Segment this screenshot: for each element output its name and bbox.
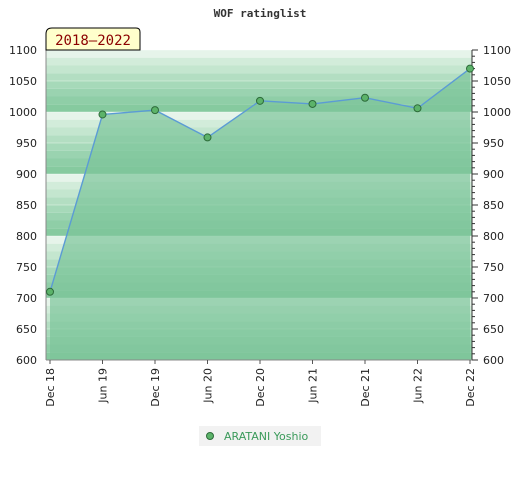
x-tick-label: Jun 20: [202, 368, 215, 404]
background-band: [46, 65, 472, 74]
y-tick-label-left: 1100: [9, 44, 37, 57]
background-band: [46, 57, 472, 66]
axes: 600 600 650 650 700 700 750 750 800 800 850 850 900 9…: [9, 44, 511, 407]
data-point: [308, 99, 317, 108]
y-tick-label-left: 900: [16, 168, 37, 181]
background-band: [46, 88, 472, 97]
legend-marker: [206, 432, 214, 440]
y-tick-label-right: 1050: [483, 75, 511, 88]
legend-background: [199, 426, 321, 446]
period-label-background: [45, 27, 141, 51]
x-tick-label: Jun 22: [412, 368, 425, 404]
data-point: [256, 96, 264, 105]
y-tick-label-right: 650: [483, 323, 504, 336]
y-tick-label-left: 950: [16, 137, 37, 150]
y-tick-label-left: 850: [16, 199, 37, 212]
y-tick-label-right: 1100: [483, 44, 511, 57]
y-tick-label-right: 950: [483, 137, 504, 150]
y-tick-label-right: 600: [483, 354, 504, 367]
background-band: [46, 50, 472, 58]
x-tick-label: Dec 20: [254, 368, 267, 407]
x-tick-label: Dec 21: [359, 368, 372, 407]
y-tick-label-left: 1000: [9, 106, 37, 119]
y-tick-label-right: 850: [483, 199, 504, 212]
x-tick-label: Dec 19: [149, 368, 162, 407]
period-label-box: 2018–2022: [45, 27, 141, 51]
period-label: 2018–2022: [55, 33, 131, 49]
x-tick-label: Dec 22: [464, 368, 477, 407]
data-marks: [46, 64, 474, 296]
x-tick-label: Dec 18: [44, 368, 57, 407]
data-point: [151, 106, 159, 115]
background-band: [46, 73, 472, 81]
data-point: [46, 287, 54, 296]
y-tick-label-right: 1000: [483, 106, 511, 119]
y-tick-label-left: 750: [16, 261, 37, 274]
data-point: [413, 104, 422, 113]
legend: ARATANI Yoshio: [199, 426, 321, 446]
x-tick-label: Jun 21: [307, 368, 320, 404]
y-tick-label-right: 750: [483, 261, 504, 274]
y-tick-label-right: 700: [483, 292, 504, 305]
x-tick-label: Jun 19: [97, 368, 110, 404]
data-point: [203, 133, 212, 142]
y-tick-label-left: 600: [16, 354, 37, 367]
chart-title: WOF ratinglist: [214, 7, 307, 20]
y-tick-label-right: 800: [483, 230, 504, 243]
legend-label: ARATANI Yoshio: [224, 430, 308, 443]
y-tick-label-left: 650: [16, 323, 37, 336]
series-area: [50, 68, 470, 360]
y-tick-label-left: 800: [16, 230, 37, 243]
background-band: [46, 81, 472, 89]
data-point: [466, 64, 474, 73]
y-tick-label-left: 1050: [9, 75, 37, 88]
y-tick-label-right: 900: [483, 168, 504, 181]
data-point: [98, 110, 107, 119]
y-tick-label-left: 700: [16, 292, 37, 305]
data-point: [361, 93, 369, 102]
